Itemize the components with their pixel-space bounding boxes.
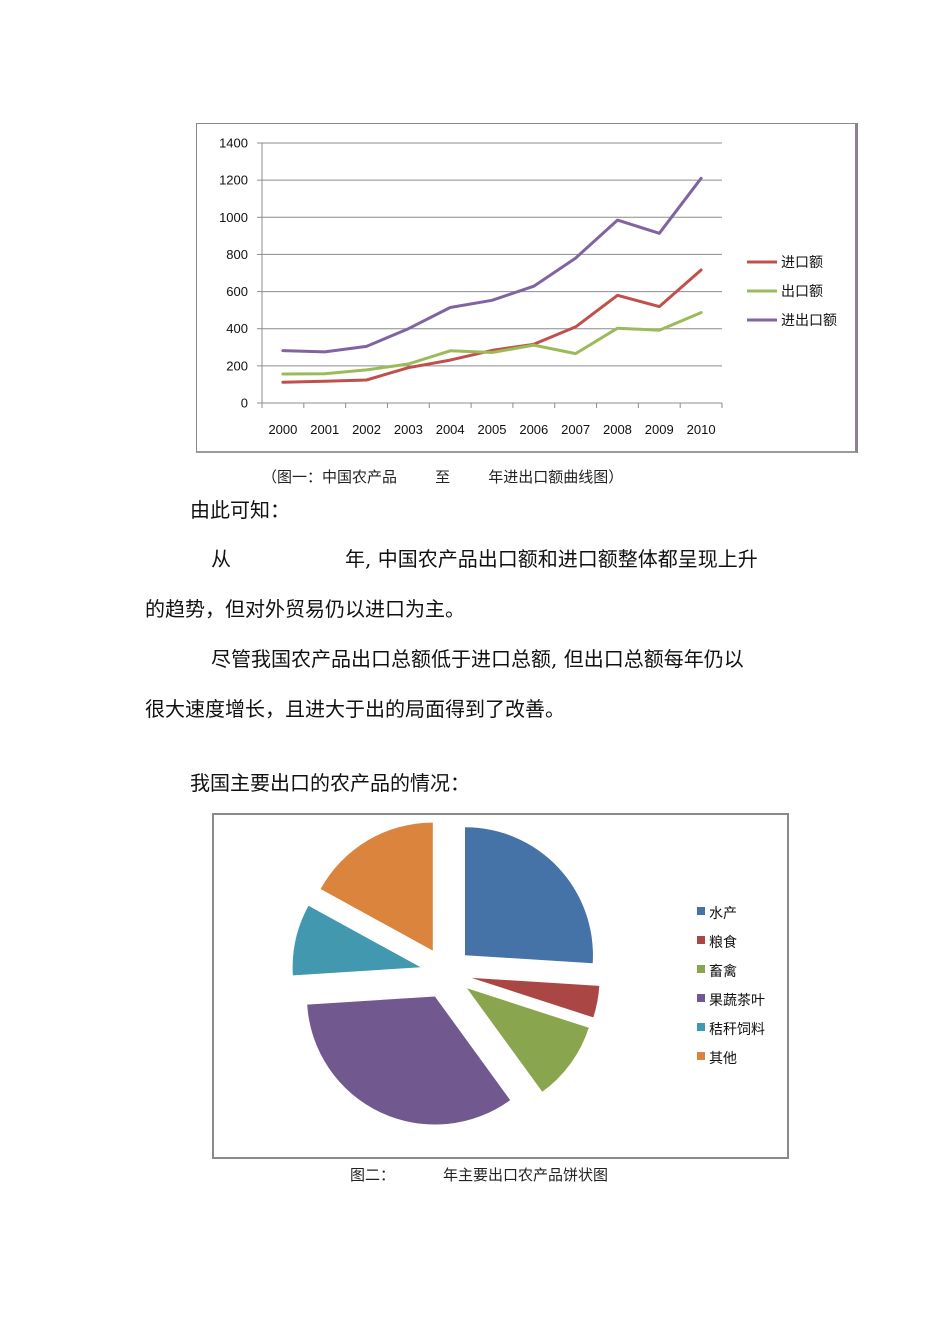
paragraph-exports-heading: 我国主要出口的农产品的情况：	[190, 771, 470, 795]
pie-slice	[307, 996, 511, 1125]
x-tick-label: 2001	[310, 422, 339, 437]
pie-chart-frame: 水产粮食畜禽果蔬茶叶秸秆饲料其他	[212, 813, 789, 1159]
pie-slice	[467, 988, 589, 1092]
legend-label: 粮食	[709, 934, 737, 951]
y-tick-label: 400	[226, 321, 248, 336]
legend-swatch	[697, 1052, 705, 1060]
y-tick-label: 1400	[219, 136, 248, 151]
paragraph-trend-line2: 的趋势，但对外贸易仍以进口为主。	[145, 597, 465, 621]
legend-label: 进出口额	[781, 313, 837, 329]
y-tick-label: 600	[226, 284, 248, 299]
paragraph-growth-line1: 尽管我国农产品出口总额低于进口总额, 但出口总额每年仍以	[211, 647, 744, 671]
y-tick-label: 800	[226, 247, 248, 262]
figure2-caption-prefix: 图二：	[350, 1166, 396, 1184]
x-tick-label: 2009	[645, 422, 674, 437]
line-chart-frame: 0 200 400 600 800 1000 1200 1400 2000 2001 2002 200…	[196, 123, 858, 453]
legend-label: 进口额	[781, 255, 823, 271]
y-tick-label: 1000	[219, 210, 248, 225]
x-tick-label: 2000	[268, 422, 297, 437]
legend-label: 果蔬茶叶	[709, 993, 765, 1009]
legend-label: 畜禽	[709, 963, 737, 980]
y-tick-label: 0	[241, 396, 248, 411]
paragraph-growth-line2: 很大速度增长，且进大于出的局面得到了改善。	[145, 697, 565, 721]
x-tick-label: 2004	[436, 422, 465, 437]
paragraph-trend-line1: 年, 中国农产品出口额和进口额整体都呈现上升	[345, 547, 758, 571]
y-tick-label: 1200	[219, 173, 248, 188]
y-tick-label: 200	[226, 358, 248, 373]
legend-swatch	[697, 1023, 705, 1031]
legend-swatch	[697, 965, 705, 973]
pie-slice	[471, 977, 600, 1018]
x-tick-label: 2003	[394, 422, 423, 437]
series-line	[281, 311, 703, 376]
legend-label: 水产	[709, 906, 737, 922]
pie-slice	[292, 905, 421, 976]
figure2-caption: 年主要出口农产品饼状图	[443, 1166, 609, 1184]
pie-slice	[465, 827, 593, 964]
paragraph-trend-start: 从	[211, 547, 231, 571]
x-tick-label: 2007	[561, 422, 590, 437]
x-tick-label: 2010	[687, 422, 716, 437]
legend-swatch	[697, 907, 705, 915]
legend-swatch	[697, 994, 705, 1002]
series-line	[281, 176, 703, 354]
x-tick-label: 2002	[352, 422, 381, 437]
legend-label: 秸秆饲料	[709, 1022, 765, 1038]
x-tick-label: 2008	[603, 422, 632, 437]
figure1-caption: （图一：中国农产品 至 年进出口额曲线图）	[262, 468, 624, 486]
pie-slice	[320, 822, 433, 951]
paragraph-intro: 由此可知：	[190, 498, 290, 522]
line-chart: 0 200 400 600 800 1000 1200 1400 2000 2001 2002 200…	[219, 136, 837, 438]
legend-swatch	[697, 936, 705, 944]
legend-label: 出口额	[781, 284, 823, 300]
series-line	[281, 268, 703, 384]
legend-label: 其他	[709, 1051, 737, 1067]
x-tick-label: 2006	[519, 422, 548, 437]
x-tick-label: 2005	[478, 422, 507, 437]
